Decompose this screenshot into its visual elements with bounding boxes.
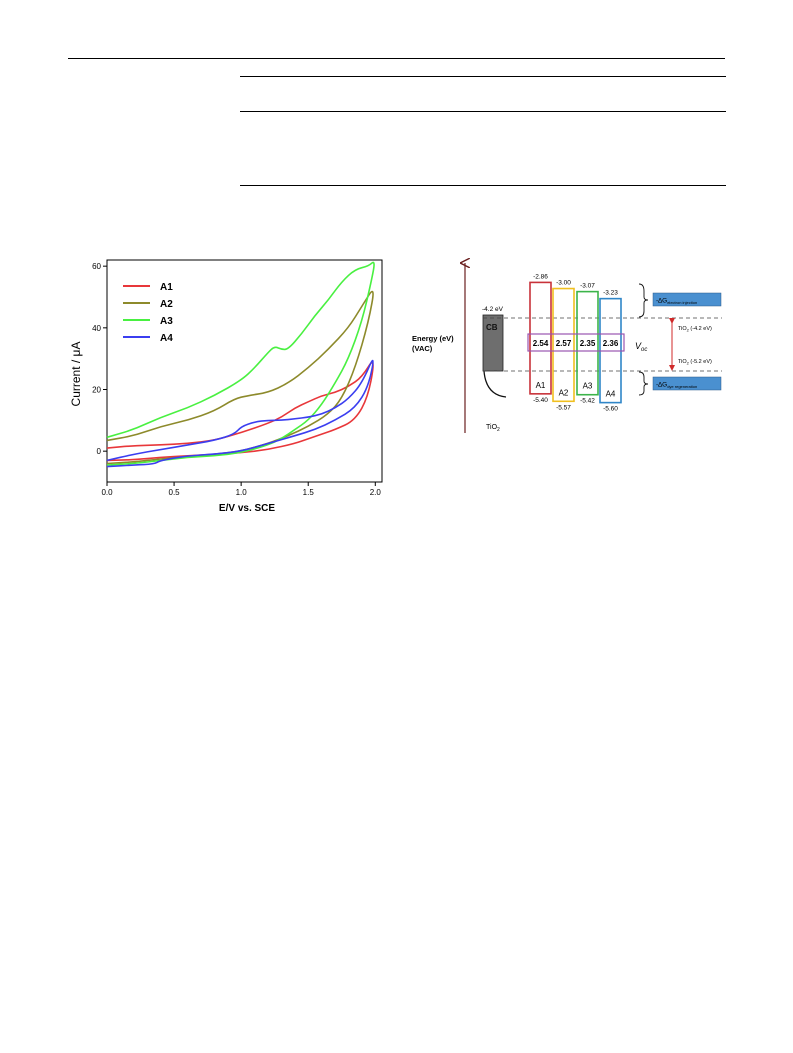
voc-label: Voc: [635, 341, 647, 353]
plot-area-border: [106, 259, 383, 483]
gap-value-a1: 2.54: [533, 339, 549, 348]
tio2-label: TiO2: [486, 424, 500, 433]
series-group: [106, 261, 375, 468]
header-rule: [68, 58, 725, 59]
homo-label-a4: -5.60: [603, 406, 618, 413]
plot-frame: [106, 259, 383, 483]
tio2-upper-label: TiO2 (-4.2 eV): [678, 326, 712, 333]
regeneration-brace: [638, 371, 649, 396]
dye-box-a1: [529, 281, 552, 395]
x-tick-label: 1.5: [303, 488, 315, 497]
gap-value-a2: 2.57: [556, 339, 572, 348]
y-tick-label: 60: [92, 262, 101, 271]
electron-injection-label: -∆Gelectron injection: [656, 298, 697, 306]
table-rule-mid: [240, 111, 726, 112]
tio2-lower-label: TiO2 (-5.2 eV): [678, 359, 712, 366]
tio2-band-edge: [483, 370, 507, 398]
gap-value-a4: 2.36: [603, 339, 619, 348]
injection-brace: [638, 283, 649, 318]
table-rule-bottom: [240, 185, 726, 186]
dye-name-a4: A4: [606, 390, 616, 399]
dye-name-a1: A1: [536, 381, 546, 390]
y-axis-label: Current / μA: [69, 342, 83, 407]
dye-levels: -2.86 -5.40 A1 -3.00 -5.57 A2 -3.07 -5.42 A3 -3.2…: [527, 273, 625, 413]
electron-injection-box: [652, 292, 722, 307]
x-tick-label: 1.0: [236, 488, 248, 497]
legend-label-a3: A3: [160, 316, 173, 327]
legend-label-a4: A4: [160, 333, 173, 344]
homo-label-a3: -5.42: [580, 398, 595, 405]
series-line-a1: [106, 361, 374, 462]
y-tick-label: 40: [92, 324, 101, 333]
dye-box-a3: [576, 290, 599, 396]
dye-name-a2: A2: [559, 388, 569, 397]
lumo-label-a1: -2.86: [533, 273, 548, 280]
energy-level-figure: Energy (eV) (VAC) -4.2 eV CB TiO2 -2.86-…: [400, 255, 730, 445]
energy-diagram: Energy (eV) (VAC) -4.2 eV CB TiO2 -2.86-…: [412, 255, 722, 433]
x-axis-label: E/V vs. SCE: [219, 503, 275, 514]
dye-regeneration-box: [652, 376, 722, 391]
band-gap-frame: [527, 333, 625, 352]
axis-ticks: 0.0 0.5 1.0 1.5 2.0 0 20 40 60: [92, 262, 381, 497]
homo-label-a1: -5.40: [533, 397, 548, 404]
x-tick-label: 2.0: [370, 488, 382, 497]
y-tick-label: 20: [92, 386, 101, 395]
cb-label: CB: [486, 323, 498, 332]
series-line-a4: [106, 359, 374, 468]
tio2-cb-value: -4.2 eV: [482, 306, 504, 313]
legend-label-a2: A2: [160, 299, 173, 310]
homo-label-a2: -5.57: [556, 404, 571, 411]
gap-value-a3: 2.35: [580, 339, 596, 348]
y-tick-label: 0: [97, 447, 102, 456]
dye-regeneration-label: -∆Gdye regeneration: [656, 382, 697, 390]
lumo-label-a2: -3.00: [556, 280, 571, 287]
table-rule-top: [240, 76, 726, 77]
lumo-label-a4: -3.23: [603, 290, 618, 297]
legend-label-a1: A1: [160, 282, 173, 293]
series-line-a3: [106, 261, 375, 466]
x-tick-label: 0.0: [101, 488, 113, 497]
x-tick-label: 0.5: [169, 488, 181, 497]
legend: A1 A2 A3 A4: [123, 282, 173, 344]
series-line-a2: [106, 290, 374, 465]
dye-name-a3: A3: [583, 382, 593, 391]
dye-box-a2: [552, 287, 575, 403]
cv-figure: 0.0 0.5 1.0 1.5 2.0 0 20 40 60 A1 A2 A3 A4 E/V vs. …: [60, 250, 390, 525]
cv-chart: 0.0 0.5 1.0 1.5 2.0 0 20 40 60 A1 A2 A3 A4 E/V vs. …: [69, 259, 383, 514]
lumo-label-a3: -3.07: [580, 283, 595, 290]
energy-axis-label: Energy (eV): [412, 334, 454, 343]
energy-axis-unit: (VAC): [412, 344, 433, 353]
